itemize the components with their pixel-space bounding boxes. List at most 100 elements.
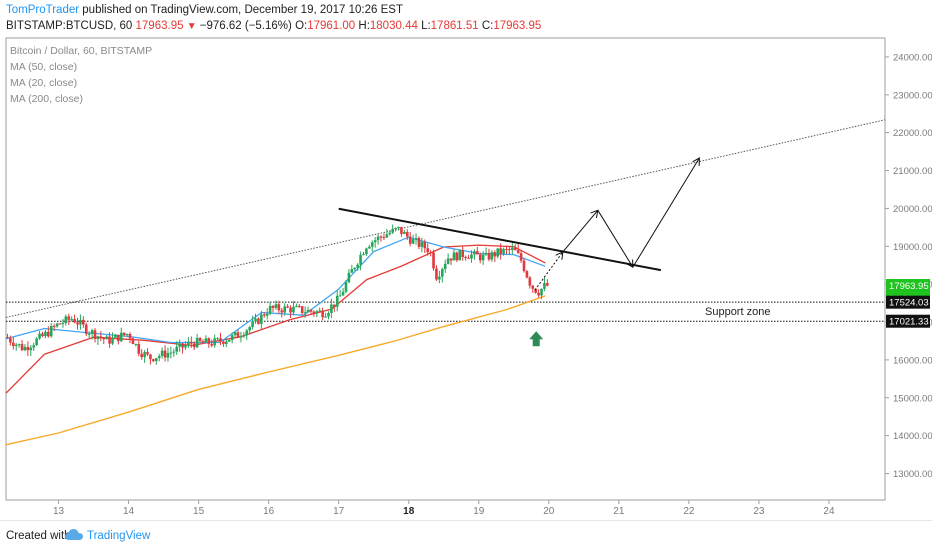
candle-body xyxy=(452,252,456,261)
candle-body xyxy=(160,350,164,356)
candle-body xyxy=(14,344,18,347)
candle-body xyxy=(353,267,357,270)
candle-body xyxy=(268,305,272,314)
candle-body xyxy=(93,330,97,340)
candle-body xyxy=(537,292,540,296)
x-tick-label: 19 xyxy=(473,506,485,514)
candle-body xyxy=(341,291,345,296)
candle-body xyxy=(487,252,491,260)
candle-body xyxy=(111,337,114,344)
candle-body xyxy=(382,236,386,238)
y-tick-label: 16000.00 xyxy=(893,355,932,366)
author-link[interactable]: TomProTrader xyxy=(6,4,80,16)
candle-body xyxy=(277,304,281,311)
candle-body xyxy=(388,232,392,235)
candle-body xyxy=(257,318,260,324)
candle-body xyxy=(449,258,453,261)
candle-body xyxy=(169,352,173,354)
candle-body xyxy=(391,228,394,233)
candle-body xyxy=(20,344,24,351)
close-label: C: xyxy=(481,20,494,32)
candle-body xyxy=(379,236,383,238)
down-triangle-icon: ▼ xyxy=(186,21,197,32)
candle-body xyxy=(99,336,103,338)
candle-body xyxy=(233,332,237,336)
candle-body xyxy=(117,334,120,342)
candle-body xyxy=(350,269,354,273)
candle-body xyxy=(137,343,141,354)
price-chart[interactable]: 13000.0014000.0015000.0016000.0017000.00… xyxy=(0,36,932,517)
candle-body xyxy=(41,333,44,337)
candle-body xyxy=(338,295,342,297)
support-zone-label: Support zone xyxy=(705,306,770,318)
candle-body xyxy=(163,350,167,358)
candle-body xyxy=(333,304,336,307)
price-change: −976.62 (−5.16%) xyxy=(199,20,292,32)
candle-body xyxy=(312,311,316,314)
candle-body xyxy=(543,283,546,289)
candle-body xyxy=(292,306,295,313)
x-tick-label: 17 xyxy=(333,506,345,514)
candle-body xyxy=(262,314,266,316)
candle-body xyxy=(531,285,535,289)
x-tick-label: 18 xyxy=(403,506,415,514)
candle-body xyxy=(484,252,488,255)
candle-body xyxy=(300,306,304,313)
y-tick-label: 15000.00 xyxy=(893,393,932,404)
candle-body xyxy=(376,236,380,241)
price-label-text: 17021.33 xyxy=(889,317,929,328)
candle-body xyxy=(315,311,319,314)
candle-body xyxy=(175,346,179,352)
candle-body xyxy=(397,226,400,229)
candle-body xyxy=(79,320,82,325)
legend-ma200: MA (200, close) xyxy=(10,93,83,105)
candle-body xyxy=(181,343,184,348)
candle-body xyxy=(306,309,310,313)
candle-body xyxy=(525,271,529,278)
candle-body xyxy=(420,241,424,247)
candle-body xyxy=(82,320,85,325)
candle-body xyxy=(154,358,158,362)
x-tick-label: 22 xyxy=(683,506,695,514)
candle-body xyxy=(260,314,263,324)
candle-body xyxy=(429,252,432,254)
ohlc-line: BITSTAMP:BTCUSD, 60 17963.95 ▼ −976.62 (… xyxy=(6,20,541,32)
tradingview-brand[interactable]: TradingView xyxy=(87,530,151,542)
created-with-text: Created with xyxy=(6,530,71,542)
candle-body xyxy=(490,252,494,260)
projection-arrow xyxy=(632,158,700,268)
candle-body xyxy=(190,341,193,344)
candle-body xyxy=(417,238,421,247)
candle-body xyxy=(481,254,485,261)
candle-body xyxy=(204,338,208,343)
publish-line: TomProTrader published on TradingView.co… xyxy=(6,4,403,16)
candle-body xyxy=(84,324,88,335)
descending-trendline xyxy=(338,207,662,272)
candle-body xyxy=(187,341,190,346)
price-label-box xyxy=(886,314,930,328)
y-tick-label: 22000.00 xyxy=(893,128,932,139)
candle-body xyxy=(271,305,275,308)
candle-body xyxy=(324,316,327,318)
candle-body xyxy=(309,309,313,312)
candle-body xyxy=(195,338,199,348)
candle-body xyxy=(35,338,38,346)
price-label-box xyxy=(886,295,930,309)
chart-canvas[interactable]: 13000.0014000.0015000.0016000.0017000.00… xyxy=(0,36,932,517)
upper-trendline xyxy=(5,119,886,318)
candle-body xyxy=(394,228,397,230)
candle-body xyxy=(443,263,447,270)
candle-body xyxy=(347,272,351,283)
candle-body xyxy=(222,341,225,345)
candle-body xyxy=(213,338,216,346)
candle-body xyxy=(216,338,219,340)
candle-body xyxy=(11,342,15,347)
published-text: published on TradingView.com, December 1… xyxy=(79,4,403,16)
x-tick-label: 14 xyxy=(123,506,135,514)
candle-body xyxy=(251,321,254,328)
candle-body xyxy=(473,251,476,255)
candle-body xyxy=(6,337,9,339)
tradingview-cloud-icon xyxy=(65,528,83,547)
candle-body xyxy=(408,236,412,244)
candle-body xyxy=(70,319,73,321)
